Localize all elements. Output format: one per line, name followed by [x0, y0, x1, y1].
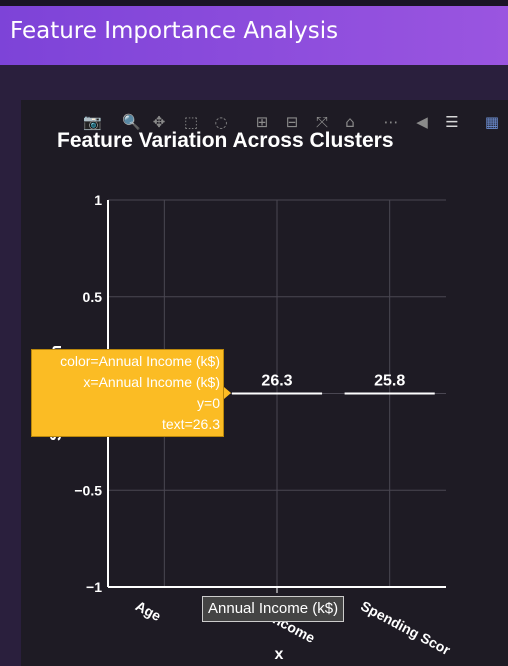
chart-title: Feature Variation Across Clusters [57, 129, 394, 152]
y-tick-label: −1 [86, 579, 102, 595]
tooltip-line: color=Annual Income (k$) [60, 353, 220, 369]
zoom-out-icon[interactable]: ⊟ [285, 113, 299, 131]
x-axis-title: x [275, 646, 284, 663]
camera-icon[interactable]: 📷 [83, 113, 102, 131]
x-tick-label: Age [133, 598, 164, 625]
y-tick-label: 0.5 [83, 289, 103, 305]
lasso-icon[interactable]: ◌ [214, 113, 228, 131]
hover-closest-icon[interactable]: ◀ [416, 113, 428, 131]
hover-compare-icon[interactable]: ☰ [445, 113, 459, 131]
autoscale-icon[interactable]: ⤧ [315, 113, 328, 131]
app-header: Feature Importance Analysis [0, 6, 508, 65]
y-tick-label: 1 [94, 192, 102, 208]
zoom-in-icon[interactable]: ⊞ [255, 113, 269, 131]
x-hover-label: Annual Income (k$) [202, 596, 345, 622]
bar-label: 26.3 [261, 373, 292, 390]
tooltip-line: text=26.3 [162, 416, 220, 432]
tooltip-arrow [224, 387, 231, 399]
y-tick-label: −0.5 [74, 482, 102, 498]
home-icon[interactable]: ⌂ [345, 113, 355, 131]
bar-label: 25.8 [374, 373, 405, 390]
spike-icon[interactable]: ⋯ [383, 113, 399, 131]
tooltip-line: x=Annual Income (k$) [83, 374, 220, 390]
app-title: Feature Importance Analysis [10, 18, 339, 44]
box-select-icon[interactable]: ⬚ [183, 113, 199, 131]
pan-icon[interactable]: ✥ [152, 113, 166, 131]
hover-tooltip: color=Annual Income (k$) x=Annual Income… [31, 349, 224, 437]
x-tick-label: Spending Scor [358, 598, 453, 659]
tooltip-line: y=0 [197, 395, 220, 411]
top-border [0, 0, 508, 6]
plotly-logo-icon[interactable]: ▦ [484, 113, 500, 131]
zoom-icon[interactable]: 🔍 [122, 113, 141, 131]
